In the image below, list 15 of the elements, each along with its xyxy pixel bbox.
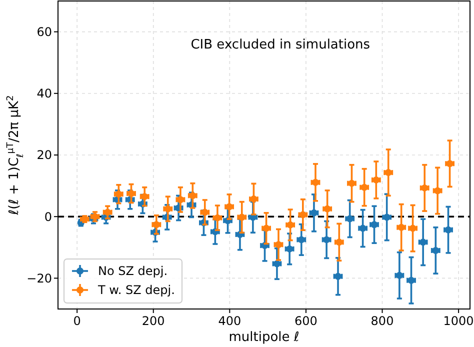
annotation: CIB excluded in simulations xyxy=(190,38,370,53)
legend-label: No SZ depj. xyxy=(98,264,168,278)
y-tick-label: 0 xyxy=(44,210,52,224)
y-tick-label: 60 xyxy=(36,25,52,39)
x-axis-title: multipole ℓ xyxy=(228,330,300,345)
x-tick-label: 200 xyxy=(142,314,165,328)
legend-label: T w. SZ depj. xyxy=(97,283,175,298)
x-tick-label: 0 xyxy=(73,314,81,328)
x-tick-label: 800 xyxy=(370,314,394,328)
x-tick-label: 400 xyxy=(218,314,242,328)
y-tick-label: 20 xyxy=(36,148,52,162)
y-tick-label: 40 xyxy=(36,86,52,101)
x-tick-label: 600 xyxy=(294,314,318,328)
x-tick-label: 1000 xyxy=(443,314,474,328)
y-tick-label: −20 xyxy=(26,271,52,286)
